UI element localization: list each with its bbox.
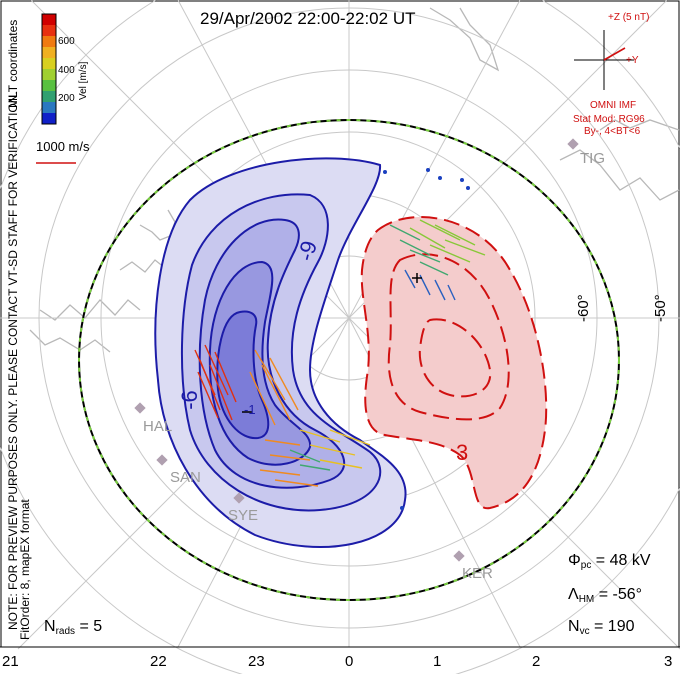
- colorbar-tick-400: 400: [58, 65, 75, 76]
- imf-condition: By-, 4<BT<6: [584, 126, 641, 137]
- colorbar-label: Vel [m/s]: [78, 61, 89, 100]
- latitude-label-60: -60°: [575, 294, 592, 322]
- hm-boundary-dash: [78, 119, 620, 601]
- station-label-tig: TIG: [580, 150, 605, 167]
- contour-label-3: 3: [456, 440, 469, 465]
- colorbar-swatch: [42, 91, 56, 103]
- negative-potential-cell: [154, 157, 407, 549]
- stat-phi-pc-value: = 48 kV: [595, 552, 651, 569]
- map-title: 29/Apr/2002 22:00-22:02 UT: [200, 9, 416, 28]
- contour-label-minus6: -6: [176, 390, 202, 410]
- stat-n-vc-value: = 190: [594, 618, 635, 635]
- stat-lambda-hm-value: = -56°: [598, 586, 643, 603]
- stat-n-vc: Nvc = 190: [568, 618, 635, 637]
- imf-y-label: +Y: [626, 55, 639, 66]
- velocity-scale-label: 1000 m/s: [36, 139, 90, 154]
- colorbar-tick-200: 200: [58, 93, 75, 104]
- latitude-label-50: -50°: [652, 294, 669, 322]
- colorbar-border: [41, 13, 57, 125]
- mlt-tick-1: 1: [433, 653, 442, 670]
- plot-border: [0, 0, 680, 648]
- colorbar-swatch: [42, 25, 56, 37]
- colorbar-swatch: [42, 102, 56, 114]
- imf-model: Stat Mod: RG96: [573, 114, 645, 125]
- mlt-tick-23: 23: [248, 653, 265, 670]
- stat-n-rads: Nrads = 5: [44, 618, 103, 637]
- mlt-tick-21: 21: [2, 653, 19, 670]
- station-label-hal: HAL: [143, 418, 173, 435]
- extremum-markers: [242, 273, 422, 413]
- colorbar-swatch: [42, 36, 56, 48]
- contour-label-minus1: -1: [244, 402, 256, 417]
- colorbar-swatch: [42, 14, 56, 26]
- mlt-tick-3: 3: [664, 653, 673, 670]
- pos-contour-3: [418, 318, 492, 398]
- imf-dial: [574, 30, 634, 90]
- station-label-sye: SYE: [228, 507, 259, 524]
- mlt-tick-0: 0: [345, 653, 354, 670]
- colorbar-swatch: [42, 80, 56, 92]
- fit-order-note: FitOrder: 8, mapEX format: [18, 499, 32, 640]
- colorbar: [41, 13, 57, 125]
- colorbar-tick-600: 600: [58, 36, 75, 47]
- velocity-vectors: [194, 168, 486, 510]
- neg-contour-5: [216, 310, 270, 440]
- colorbar-swatch: [42, 47, 56, 59]
- colorbar-swatch: [42, 69, 56, 81]
- imf-source: OMNI IMF: [590, 100, 637, 111]
- mlt-tick-22: 22: [150, 653, 167, 670]
- mlt-tick-2: 2: [532, 653, 541, 670]
- colorbar-swatch: [42, 58, 56, 70]
- stat-lambda-hm: ΛHM = -56°: [568, 586, 643, 605]
- pos-contour-1: [360, 216, 548, 510]
- stat-phi-pc: Φpc = 48 kV: [568, 552, 651, 571]
- station-markers: [134, 138, 579, 562]
- imf-z-label: +Z (5 nT): [608, 12, 650, 23]
- stat-n-rads-value: = 5: [79, 618, 103, 635]
- colorbar-swatch: [42, 113, 56, 125]
- positive-potential-cell: [360, 216, 548, 510]
- station-label-san: SAN: [170, 469, 201, 486]
- pos-contour-2: [387, 253, 510, 421]
- station-label-ker: KER: [462, 565, 493, 582]
